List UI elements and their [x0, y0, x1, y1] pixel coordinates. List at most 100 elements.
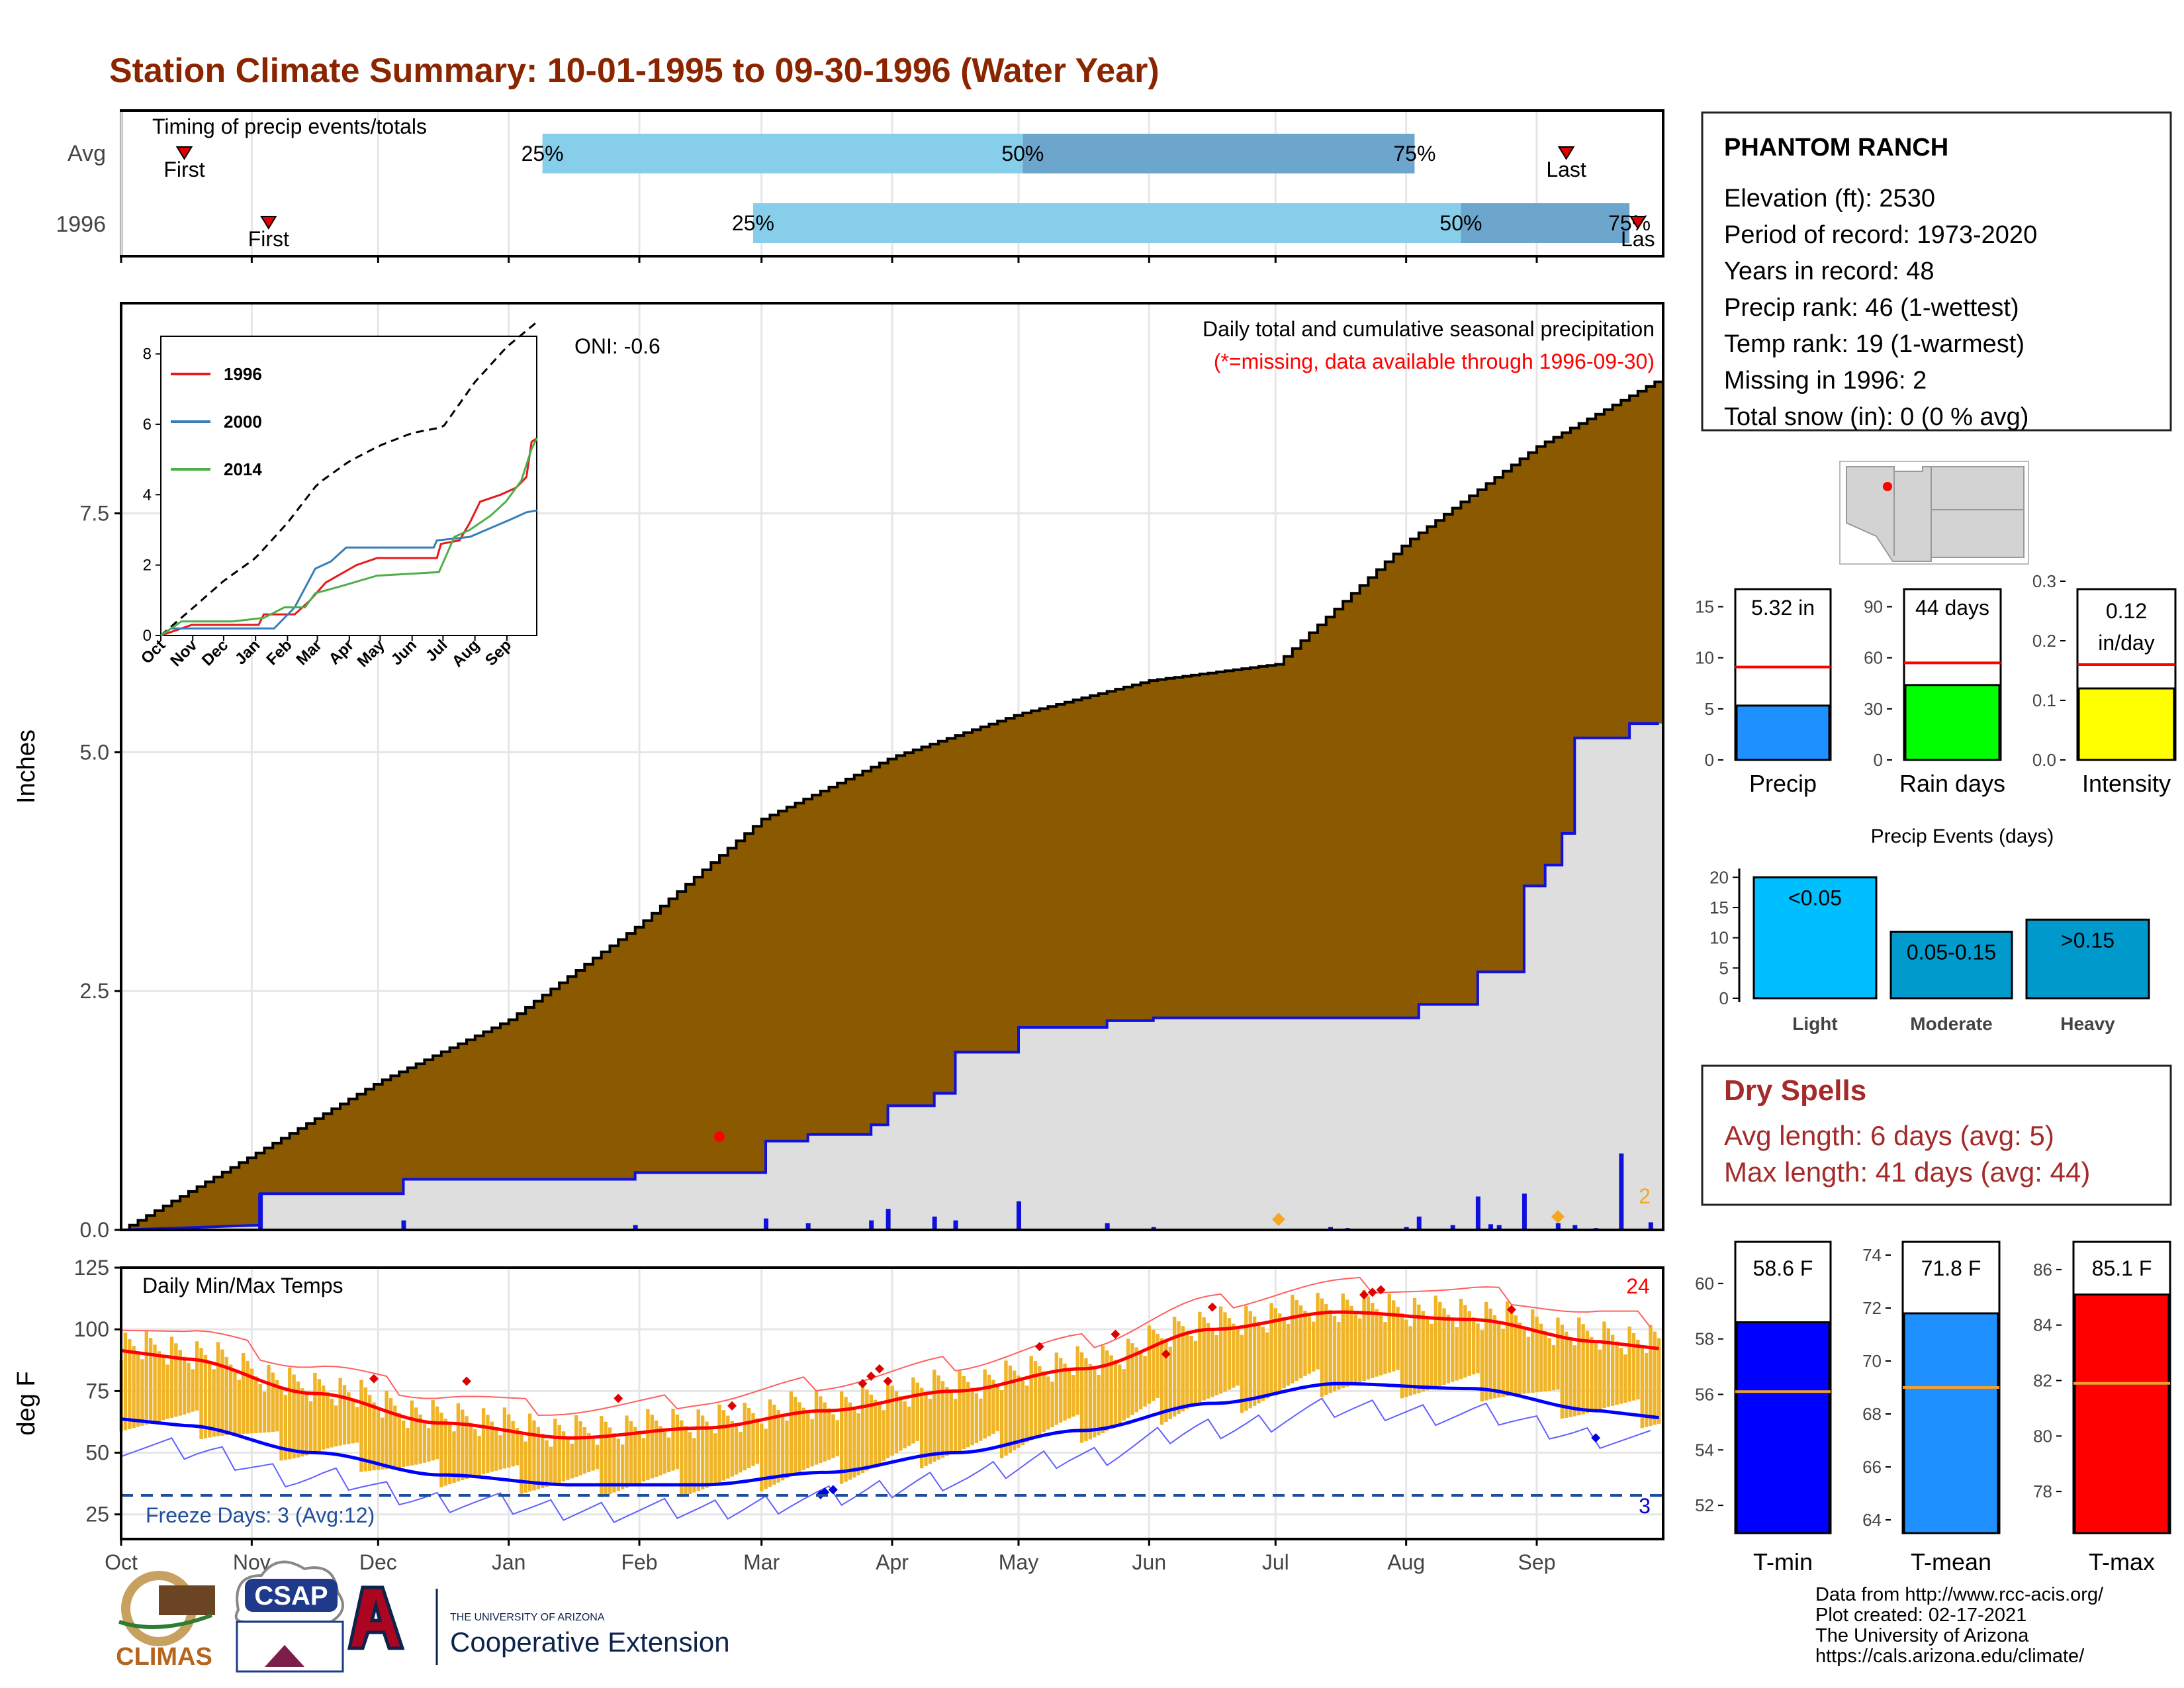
daily-temp-bar [1631, 1333, 1636, 1401]
oni-label: ONI: -0.6 [574, 334, 660, 358]
daily-temp-bar [203, 1354, 208, 1438]
daily-temp-bar [1071, 1375, 1075, 1417]
daily-temp-bar [507, 1414, 511, 1468]
daily-temp-bar [907, 1406, 911, 1446]
daily-temp-bar [494, 1428, 498, 1471]
inset-ytick-label: 6 [143, 416, 152, 434]
temp-ytick-label: 75 [85, 1379, 109, 1403]
avg-max-line [120, 1310, 1659, 1440]
daily-temp-bar [840, 1391, 844, 1484]
inset-ytick-label: 0 [143, 627, 152, 645]
record-high-marker [1506, 1305, 1516, 1315]
daily-temp-bar [666, 1437, 671, 1472]
daily-temp-bar [532, 1420, 536, 1491]
daily-temp-bar [435, 1406, 439, 1460]
temp-summary-ytick-label: 78 [2033, 1481, 2052, 1501]
precip-panel: Daily total and cumulative seasonal prec… [13, 302, 1664, 1242]
daily-temp-bar [894, 1391, 899, 1454]
daily-temp-bar [1526, 1336, 1531, 1393]
daily-temp-bar [136, 1352, 140, 1427]
daily-temp-bar [473, 1429, 477, 1477]
month-label: Jan [492, 1550, 526, 1574]
daily-temp-bar [288, 1367, 292, 1460]
daily-temp-bar [1059, 1358, 1063, 1423]
daily-temp-bar [515, 1428, 520, 1466]
temp-summary-bar [1903, 1312, 1999, 1534]
daily-temp-bar [962, 1376, 966, 1450]
inset-ytick-label: 8 [143, 346, 152, 363]
temp-summary-ytick-label: 82 [2033, 1371, 2052, 1391]
daily-temp-bar [700, 1415, 705, 1489]
daily-temp-bar [1193, 1340, 1198, 1405]
daily-temp-bar [1387, 1293, 1392, 1373]
dry-spells-box: Dry Spells Avg length: 6 days (avg: 5) M… [1701, 1064, 2172, 1206]
quartile-50-75-bar [1023, 134, 1415, 173]
daily-precip-bar [869, 1220, 874, 1230]
daily-temp-bar [1004, 1360, 1008, 1456]
month-label: Dec [359, 1550, 397, 1574]
daily-temp-bar [161, 1358, 165, 1421]
summary-category-label: Rain days [1899, 770, 2005, 797]
daily-temp-bar [995, 1385, 999, 1432]
daily-temp-bar [1075, 1346, 1079, 1415]
timing-row-avg-label: Avg [68, 141, 106, 166]
daily-temp-bar [228, 1364, 233, 1435]
daily-temp-bar [527, 1413, 532, 1492]
daily-temp-bar [338, 1378, 342, 1446]
credit-line-data: Data from http://www.rcc-acis.org/ [1815, 1584, 2104, 1605]
temp-summary-ytick-label: 66 [1862, 1457, 1882, 1477]
daily-temp-bar [296, 1381, 300, 1458]
daily-temp-bar [1433, 1295, 1438, 1388]
daily-temp-bar [650, 1415, 654, 1479]
daily-temp-bar [1547, 1338, 1551, 1391]
daily-temp-bar [1147, 1325, 1152, 1404]
daily-temp-bar [1084, 1358, 1088, 1442]
daily-temp-bar [743, 1402, 747, 1471]
daily-temp-bar [502, 1407, 507, 1469]
daily-temp-bar [279, 1387, 283, 1461]
daily-temp-bar [823, 1402, 827, 1462]
daily-temp-bar [1303, 1311, 1307, 1376]
events-title: Precip Events (days) [1871, 825, 2054, 847]
daily-temp-bar [233, 1372, 237, 1435]
daily-temp-bar [696, 1409, 700, 1491]
daily-temp-bar [313, 1372, 317, 1453]
daily-temp-bar [810, 1419, 814, 1467]
daily-temp-bar [578, 1421, 582, 1476]
avg-min-line [120, 1382, 1659, 1487]
daily-temp-bar [1606, 1328, 1611, 1407]
daily-temp-bar [591, 1438, 595, 1471]
daily-temp-bar [1463, 1305, 1467, 1378]
temp-ytick-label: 100 [74, 1317, 109, 1341]
events-bin-label: <0.05 [1788, 886, 1842, 910]
record-high-marker [874, 1364, 884, 1374]
daily-temp-bar [1202, 1317, 1206, 1401]
month-label: Feb [621, 1550, 657, 1574]
daily-temp-bar [410, 1400, 414, 1466]
daily-precip-bar [1619, 1153, 1624, 1230]
daily-temp-bar [1042, 1371, 1046, 1432]
record-high-marker [866, 1372, 876, 1381]
daily-temp-bar [1316, 1292, 1320, 1370]
station-line-missing: Missing in 1996: 2 [1724, 367, 1927, 395]
daily-temp-bar [208, 1362, 212, 1438]
temp-summary-label: T-max [2089, 1548, 2155, 1575]
daily-temp-bar [477, 1436, 481, 1476]
daily-temp-bar [1501, 1329, 1505, 1397]
events-bin-label: 0.05-0.15 [1907, 941, 1996, 964]
record-high-marker [1359, 1290, 1369, 1299]
daily-temp-bar [511, 1421, 515, 1467]
daily-temp-bar [933, 1370, 936, 1462]
daily-temp-bar [1050, 1382, 1054, 1428]
daily-temp-bar [1282, 1319, 1286, 1389]
daily-precip-bar [1105, 1223, 1110, 1230]
quartile-25-50-bar [752, 203, 1461, 243]
daily-temp-bar [271, 1372, 275, 1432]
daily-temp-bar [1261, 1327, 1265, 1401]
daily-temp-bar [267, 1364, 271, 1432]
summary-ytick-label: 0.1 [2032, 690, 2056, 710]
record-high-marker [462, 1376, 472, 1386]
q50-label: 50% [1439, 211, 1482, 235]
daily-temp-bar [191, 1369, 195, 1412]
